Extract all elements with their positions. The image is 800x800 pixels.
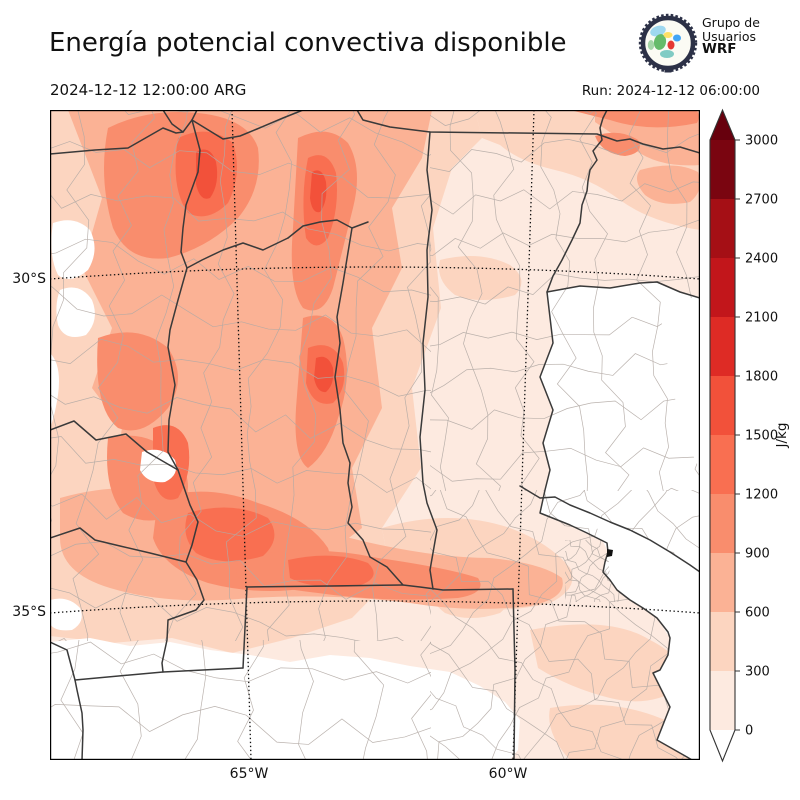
colorbar-tick-label: 2100 <box>745 311 778 326</box>
cape-map <box>50 110 700 760</box>
graticule-layer <box>50 110 700 760</box>
city-marker <box>607 549 613 557</box>
colorbar-svg: 3000 2700 2400 2100 1800 1500 1200 900 6… <box>709 108 790 763</box>
page-title: Energía potencial convectiva disponible <box>49 28 567 58</box>
colorbar-tick-labels: 3000 2700 2400 2100 1800 1500 1200 900 6… <box>745 134 778 739</box>
colorbar-tick-label: 1200 <box>745 488 778 503</box>
province-boundaries-layer <box>50 110 700 760</box>
parallel-35s <box>50 600 700 614</box>
colorbar-tick-label: 900 <box>745 547 770 562</box>
run-time-label: Run: 2024-12-12 06:00:00 <box>581 83 760 99</box>
lon-tick-65w: 65°W <box>229 766 269 782</box>
colorbar: 3000 2700 2400 2100 1800 1500 1200 900 6… <box>700 100 800 780</box>
logo-line-1: Grupo de <box>702 15 760 30</box>
water-mask-layer <box>590 298 700 760</box>
meridian-65w <box>231 110 252 760</box>
contour-level5-layer <box>196 149 334 393</box>
colorbar-tick-label: 3000 <box>745 134 778 149</box>
colorbar-tick-label: 2700 <box>745 193 778 208</box>
colorbar-tick-label: 2400 <box>745 252 778 267</box>
colorbar-tick-label: 300 <box>745 665 770 680</box>
lat-tick-35s: 35°S <box>12 604 46 620</box>
logo-line-3: WRF <box>702 41 737 57</box>
colorbar-ticks <box>735 139 740 731</box>
colorbar-segments <box>710 110 735 761</box>
lon-tick-60w: 60°W <box>488 766 528 782</box>
colorbar-over-arrow <box>710 110 735 140</box>
parallel-30s <box>50 266 700 280</box>
zero-cape-layer <box>50 220 700 760</box>
colorbar-tick-label: 600 <box>745 606 770 621</box>
meridian-60w <box>512 110 535 760</box>
lat-tick-30s: 30°S <box>12 271 46 287</box>
map-frame <box>50 110 700 760</box>
logo-line-2: Usuarios <box>702 28 757 44</box>
colorbar-tick-label: 1800 <box>745 370 778 385</box>
wrf-logo-emblem-icon <box>638 13 698 73</box>
colorbar-tick-label: 0 <box>745 724 753 739</box>
wrf-logo-text: Grupo de Usuarios WRF <box>702 16 760 57</box>
colorbar-tick-label: 1500 <box>745 429 778 444</box>
colorbar-unit-label: J/kg <box>774 423 790 449</box>
colorbar-under-arrow <box>710 730 735 761</box>
map-panel <box>50 110 700 760</box>
wrf-logo: Grupo de Usuarios WRF <box>638 10 798 74</box>
valid-time-label: 2024-12-12 12:00:00 ARG <box>50 81 247 99</box>
